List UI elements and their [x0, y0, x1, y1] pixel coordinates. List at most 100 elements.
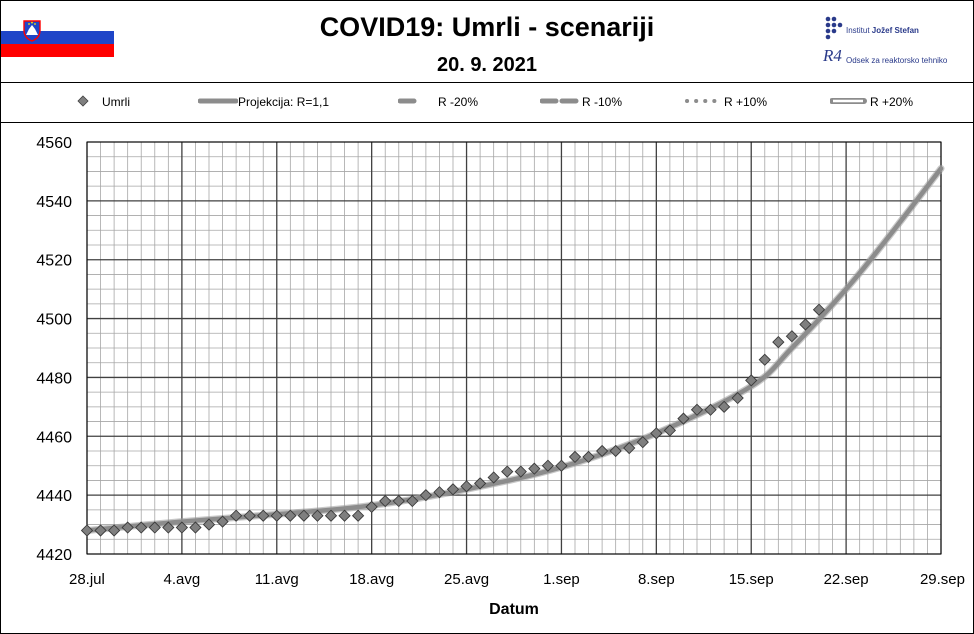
data-point	[541, 459, 555, 472]
data-point	[351, 509, 365, 522]
legend-divider	[0, 122, 974, 123]
data-point	[433, 486, 446, 499]
institute-logo: Institut Jožef Stefan R4 Odsek za reakto…	[822, 16, 962, 76]
data-point	[812, 303, 826, 316]
data-point	[663, 424, 677, 437]
y-axis-ticks: 4420 4440 4460 4480 4500 4520 4540 4560	[36, 135, 72, 564]
data-point	[609, 444, 622, 458]
data-point	[270, 509, 283, 522]
data-point	[799, 318, 812, 331]
y-tick-label: 4420	[36, 547, 72, 564]
legend-label: R +20%	[870, 95, 914, 109]
data-point	[189, 521, 202, 534]
legend-long-dash-icon	[540, 98, 580, 104]
data-point	[148, 521, 161, 534]
data-point	[501, 465, 514, 478]
data-point	[297, 509, 311, 522]
data-point	[229, 509, 243, 522]
deaths-chart: 4420 4440 4460 4480 4500 4520 4540 4560 28.jul 4…	[36, 135, 965, 618]
x-tick-label: 1.sep	[543, 571, 580, 588]
data-point	[446, 483, 460, 496]
institute-name: Institut Jožef Stefan	[846, 26, 919, 35]
data-point	[636, 436, 649, 449]
deaths-markers	[80, 303, 826, 537]
legend-item-umrli: Umrli	[74, 91, 174, 113]
data-point	[202, 518, 216, 531]
data-point	[731, 391, 744, 405]
header-divider	[0, 82, 974, 83]
y-tick-label: 4440	[36, 488, 72, 505]
data-point	[717, 400, 731, 413]
data-point	[650, 427, 663, 440]
legend-double-line-icon	[830, 98, 867, 104]
data-point	[555, 459, 568, 472]
legend-diamond-icon	[77, 95, 89, 107]
legend-label: Projekcija: R=1,1	[238, 95, 330, 109]
ijs-dots-icon	[825, 16, 843, 40]
chart-title: COVID19: Umrli - scenariji	[319, 12, 655, 42]
chart-date: 20. 9. 2021	[436, 54, 538, 76]
y-tick-label: 4480	[36, 370, 72, 387]
data-point	[704, 403, 717, 416]
legend-item-r-minus-20: R -20%	[398, 91, 508, 113]
data-point	[216, 515, 229, 528]
data-point	[460, 480, 473, 493]
x-tick-label: 29.sep	[920, 571, 965, 588]
data-point	[758, 353, 771, 366]
data-point	[80, 524, 94, 537]
x-tick-label: 28.jul	[69, 571, 105, 588]
data-point	[392, 494, 405, 508]
data-point	[623, 441, 636, 455]
data-point	[582, 450, 595, 464]
data-point	[365, 500, 378, 514]
slovenia-flag-icon	[1, 19, 114, 57]
legend-label: R +10%	[724, 95, 768, 109]
y-tick-label: 4520	[36, 253, 72, 270]
x-tick-label: 25.avg	[444, 571, 489, 588]
data-point	[175, 521, 189, 534]
data-point	[379, 494, 392, 508]
data-point	[94, 524, 107, 537]
plot-border	[86, 141, 942, 555]
legend-solid-line-icon	[198, 98, 238, 104]
data-point	[690, 403, 704, 416]
data-point	[284, 509, 297, 522]
data-point	[162, 521, 175, 534]
legend-label: R -20%	[438, 95, 479, 109]
y-tick-label: 4560	[36, 135, 72, 152]
r4-logo: R4	[823, 46, 842, 65]
legend-item-projection: Projekcija: R=1,1	[198, 91, 368, 113]
y-tick-label: 4500	[36, 312, 72, 329]
data-point	[338, 509, 351, 522]
data-point	[406, 494, 419, 508]
data-point	[135, 521, 148, 534]
data-point	[107, 524, 121, 537]
coat-of-arms-icon	[23, 20, 41, 42]
legend-item-r-minus-10: R -10%	[540, 91, 650, 113]
x-tick-label: 4.avg	[164, 571, 201, 588]
data-point	[677, 412, 690, 425]
data-point	[243, 509, 256, 522]
data-point	[745, 374, 758, 387]
data-point	[595, 444, 609, 458]
data-point	[419, 489, 433, 502]
y-tick-label: 4540	[36, 194, 72, 211]
data-point	[568, 450, 582, 464]
x-axis-ticks: 28.jul 4.avg 11.avg 18.avg 25.avg 1.sep 8.sep 1…	[69, 571, 965, 588]
major-gridlines	[86, 141, 942, 555]
data-point	[514, 465, 527, 478]
minor-gridlines	[87, 142, 941, 554]
data-point	[121, 521, 134, 534]
data-point	[528, 462, 541, 475]
x-axis-label: Datum	[489, 601, 539, 618]
x-tick-label: 11.avg	[255, 571, 299, 588]
chart-legend: Umrli Projekcija: R=1,1 R -20% R -10% R …	[0, 91, 974, 115]
x-tick-label: 15.sep	[729, 571, 774, 588]
x-tick-label: 22.sep	[824, 571, 869, 588]
legend-label: R -10%	[582, 95, 623, 109]
legend-label: Umrli	[102, 95, 130, 109]
legend-item-r-plus-20: R +20%	[830, 91, 940, 113]
y-tick-label: 4460	[36, 429, 72, 446]
x-tick-label: 8.sep	[638, 571, 675, 588]
data-point	[473, 477, 487, 490]
